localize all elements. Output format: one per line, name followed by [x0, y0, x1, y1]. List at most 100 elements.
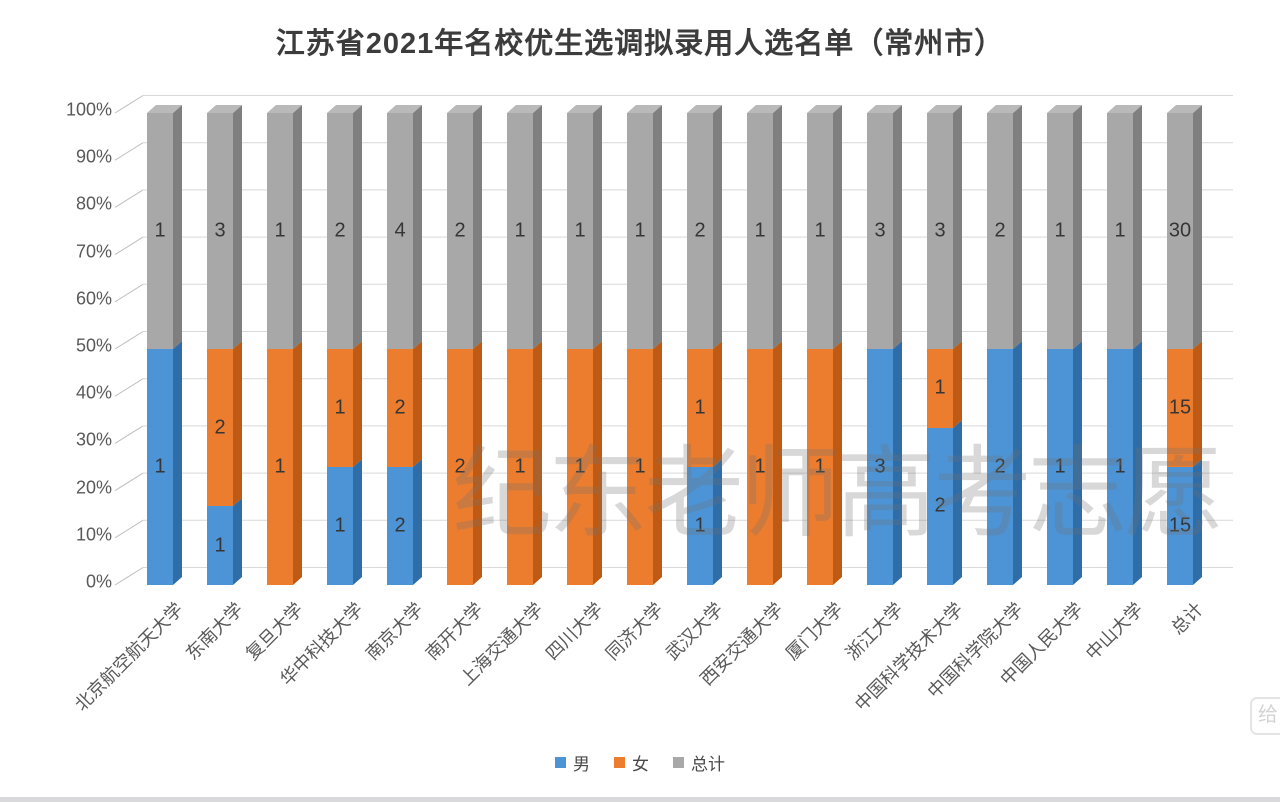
bar-value-label: 1: [514, 455, 526, 478]
bar-segment-总计: [387, 113, 413, 349]
bar-segment-总计: [747, 113, 773, 349]
bar-segment-女: [807, 349, 833, 585]
y-axis-label: 100%: [65, 99, 112, 120]
bar-segment-top-总计: [807, 105, 842, 113]
bar-segment-总计: [1047, 113, 1073, 349]
bar-value-label: 1: [754, 455, 766, 478]
bar-value-label: 2: [214, 416, 226, 439]
bar-value-label: 1: [694, 396, 706, 419]
bar-value-label: 1: [814, 455, 826, 478]
bar-segment-男: [1167, 467, 1193, 585]
bar-segment-side-女: [1193, 341, 1202, 467]
bar-segment-女: [1167, 349, 1193, 467]
y-axis-label: 10%: [75, 524, 112, 545]
bar-segment-side-总计: [1193, 105, 1202, 349]
bar-segment-side-女: [593, 341, 602, 585]
bar-segment-side-总计: [953, 105, 962, 349]
y-axis-label: 80%: [75, 193, 112, 214]
bar-segment-side-男: [233, 498, 242, 585]
bar-segment-side-总计: [353, 105, 362, 349]
bar-value-label: 2: [394, 514, 406, 537]
bar-segment-top-总计: [147, 105, 182, 113]
bar-segment-top-总计: [1047, 105, 1082, 113]
y-axis-label: 20%: [75, 477, 112, 498]
y-axis-label: 60%: [75, 288, 112, 309]
bar-segment-女: [567, 349, 593, 585]
bar-segment-总计: [987, 113, 1013, 349]
bar-value-label: 1: [514, 219, 526, 242]
bar-segment-总计: [1167, 113, 1193, 349]
bar-value-label: 2: [694, 219, 706, 242]
bar-value-label: 3: [874, 455, 886, 478]
bar-value-label: 2: [454, 455, 466, 478]
bar-segment-top-总计: [867, 105, 902, 113]
bar-segment-top-总计: [687, 105, 722, 113]
bar-value-label: 1: [1114, 455, 1126, 478]
bar-value-label: 2: [394, 396, 406, 419]
bar-value-label: 2: [934, 494, 946, 517]
bar-segment-side-总计: [233, 105, 242, 349]
bar-segment-男: [867, 349, 893, 585]
bar-segment-女: [747, 349, 773, 585]
bar-segment-side-女: [713, 341, 722, 467]
bar-value-label: 15: [1168, 396, 1192, 419]
bar-value-label: 2: [994, 219, 1006, 242]
legend-item-total: 总计: [673, 750, 725, 775]
bar-segment-女: [927, 349, 953, 428]
bar-value-label: 1: [154, 219, 166, 242]
bar-segment-side-总计: [533, 105, 542, 349]
bar-segment-side-男: [413, 459, 422, 585]
bar-segment-side-女: [353, 341, 362, 467]
legend-label-total: 总计: [691, 755, 725, 774]
bar-value-label: 1: [934, 376, 946, 399]
bar-value-label: 2: [994, 455, 1006, 478]
y-axis-label: 0%: [85, 571, 112, 592]
bar-segment-side-总计: [773, 105, 782, 349]
bar-value-label: 2: [454, 219, 466, 242]
bar-segment-男: [327, 467, 353, 585]
legend-swatch-total-icon: [673, 757, 684, 768]
bar-segment-side-男: [173, 341, 182, 585]
faint-watermark-badge: 给眼: [1250, 697, 1280, 735]
bar-value-label: 1: [574, 219, 586, 242]
bar-value-label: 3: [214, 219, 226, 242]
bar-segment-top-总计: [987, 105, 1022, 113]
y-axis-label: 70%: [75, 241, 112, 262]
bar-segment-女: [267, 349, 293, 585]
bar-segment-女: [327, 349, 353, 467]
bar-segment-男: [1047, 349, 1073, 585]
bar-segment-总计: [147, 113, 173, 349]
bar-segment-总计: [687, 113, 713, 349]
bar-segment-总计: [567, 113, 593, 349]
bar-segment-top-总计: [387, 105, 422, 113]
bar-segment-女: [207, 349, 233, 507]
bar-segment-side-女: [473, 341, 482, 585]
bar-segment-top-总计: [567, 105, 602, 113]
bar-segment-side-女: [653, 341, 662, 585]
bar-segment-side-总计: [833, 105, 842, 349]
bar-value-label: 1: [274, 219, 286, 242]
bar-segment-总计: [207, 113, 233, 349]
legend-swatch-female-icon: [614, 757, 625, 768]
bar-segment-女: [447, 349, 473, 585]
bar-segment-女: [627, 349, 653, 585]
bar-segment-top-总计: [207, 105, 242, 113]
bar-segment-女: [507, 349, 533, 585]
bar-value-label: 1: [214, 534, 226, 557]
bar-segment-side-女: [233, 341, 242, 507]
legend-label-male: 男: [573, 755, 590, 774]
legend-item-male: 男: [555, 750, 590, 775]
bar-value-label: 1: [574, 455, 586, 478]
bar-value-label: 1: [1054, 455, 1066, 478]
bar-value-label: 1: [334, 514, 346, 537]
y-axis-label: 50%: [75, 335, 112, 356]
y-axis-label: 30%: [75, 429, 112, 450]
bar-segment-男: [1107, 349, 1133, 585]
y-axis-label: 90%: [75, 146, 112, 167]
bar-segment-side-女: [953, 341, 962, 428]
bar-segment-总计: [1107, 113, 1133, 349]
bar-segment-side-总计: [473, 105, 482, 349]
bar-segment-top-总计: [1167, 105, 1202, 113]
bar-segment-side-总计: [1073, 105, 1082, 349]
bar-value-label: 1: [154, 455, 166, 478]
